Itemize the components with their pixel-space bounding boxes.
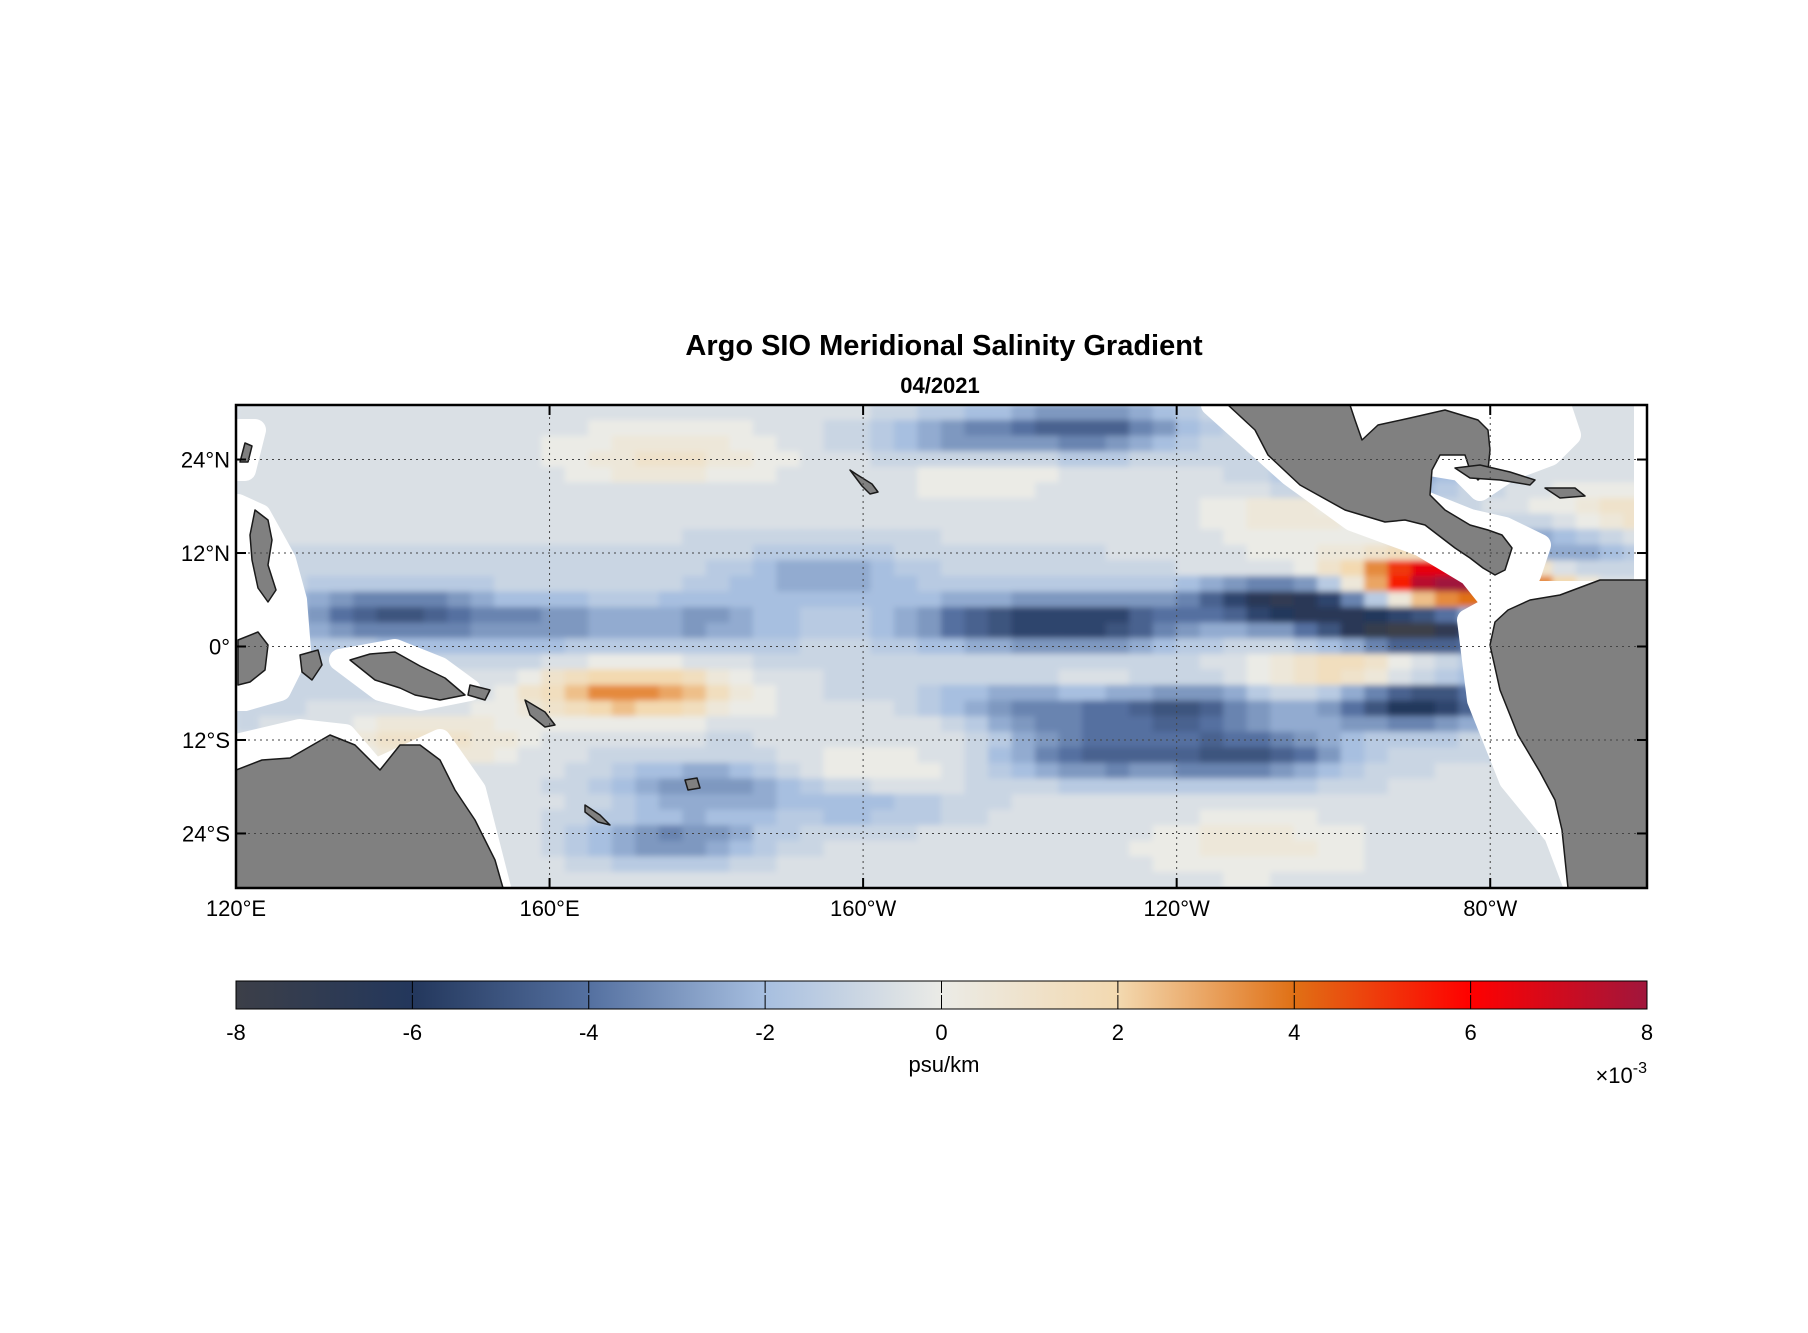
solomon-islands-land <box>524 699 556 728</box>
philippines-land <box>249 509 277 603</box>
colorbar: -8 -6 -4 -2 0 2 4 6 8 psu/km ×10-3 <box>226 980 1653 1088</box>
land-masses <box>236 405 1647 888</box>
x-tick-label: 120°E <box>206 896 266 921</box>
australia-land <box>236 734 504 888</box>
fiji-islands-land <box>684 777 701 791</box>
colorbar-exponent-power: -3 <box>1633 1060 1647 1077</box>
map-panel: 120°E 160°E 160°W 120°W 80°W 24°N12°N0°12°S2… <box>181 403 1649 921</box>
sulawesi-land <box>299 649 323 681</box>
colorbar-tick-label: -2 <box>755 1020 775 1045</box>
y-tick-label: 12°S <box>182 728 230 753</box>
y-axis: 24°N 12°N 0° 12°S 24°S <box>181 448 1647 846</box>
south-america-land <box>1489 579 1647 888</box>
cuba-land <box>1454 464 1536 486</box>
chart-title: Argo SIO Meridional Salinity Gradient <box>685 330 1203 362</box>
colorbar-tick-label: 6 <box>1465 1020 1477 1045</box>
colorbar-tick-label: -6 <box>403 1020 423 1045</box>
chart-subtitle: 04/2021 <box>900 373 980 398</box>
x-tick-label: 160°W <box>830 896 897 921</box>
colorbar-tick-label: 0 <box>935 1020 947 1045</box>
x-tick-label: 80°W <box>1463 896 1517 921</box>
y-tick-label: 24°N <box>181 448 230 473</box>
colorbar-label: psu/km <box>909 1052 980 1077</box>
colorbar-tick-label: 4 <box>1288 1020 1300 1045</box>
x-axis: 120°E 160°E 160°W 120°W 80°W <box>206 405 1517 921</box>
north-central-america-land <box>1227 405 1513 576</box>
new-caledonia-land <box>584 804 611 826</box>
hawaii-islands-land <box>849 469 879 495</box>
graticule-grid <box>236 405 1647 888</box>
colorbar-exponent: ×10-3 <box>1595 1060 1647 1088</box>
y-tick-label: 12°N <box>181 541 230 566</box>
papua-islands-land <box>467 684 491 701</box>
colorbar-exponent-base: ×10 <box>1595 1063 1632 1088</box>
colorbar-tick-label: 2 <box>1112 1020 1124 1045</box>
y-tick-label: 0° <box>209 635 230 660</box>
borneo-land <box>237 631 269 686</box>
hispaniola-land <box>1544 487 1586 499</box>
y-tick-label: 24°S <box>182 821 230 846</box>
x-tick-label: 160°E <box>519 896 579 921</box>
colorbar-tick-label: 8 <box>1641 1020 1653 1045</box>
colorbar-ticks: -8 -6 -4 -2 0 2 4 6 8 <box>226 981 1653 1045</box>
taiwan-land <box>239 442 253 463</box>
colorbar-tick-label: -8 <box>226 1020 246 1045</box>
colorbar-tick-label: -4 <box>579 1020 599 1045</box>
new-guinea-land <box>349 651 466 701</box>
x-tick-label: 120°W <box>1144 896 1211 921</box>
